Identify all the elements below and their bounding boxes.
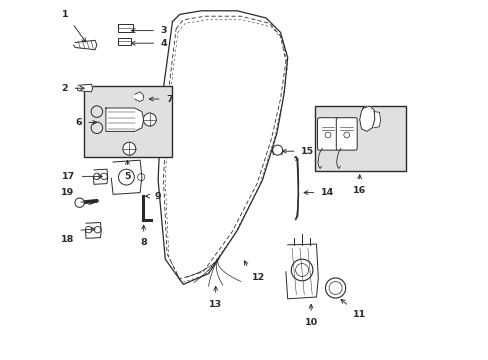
Text: 12: 12 bbox=[252, 273, 265, 282]
Text: 4: 4 bbox=[160, 39, 167, 48]
Text: 13: 13 bbox=[209, 300, 222, 309]
Polygon shape bbox=[106, 108, 143, 131]
Text: 6: 6 bbox=[75, 118, 81, 127]
Text: 16: 16 bbox=[352, 186, 366, 195]
Polygon shape bbox=[285, 244, 318, 299]
Polygon shape bbox=[77, 84, 92, 92]
Text: 3: 3 bbox=[160, 26, 167, 35]
Text: 10: 10 bbox=[304, 318, 317, 327]
Text: 8: 8 bbox=[140, 238, 147, 247]
Text: 5: 5 bbox=[124, 172, 130, 181]
Text: 7: 7 bbox=[166, 94, 172, 104]
Circle shape bbox=[122, 142, 136, 155]
Bar bbox=[118, 24, 133, 32]
Text: 18: 18 bbox=[61, 235, 74, 244]
Circle shape bbox=[325, 278, 345, 298]
Polygon shape bbox=[93, 169, 107, 184]
Polygon shape bbox=[85, 222, 101, 238]
Polygon shape bbox=[111, 160, 142, 194]
Text: 11: 11 bbox=[352, 310, 366, 319]
Text: 1: 1 bbox=[61, 10, 68, 19]
Text: 2: 2 bbox=[61, 84, 68, 93]
FancyBboxPatch shape bbox=[317, 118, 338, 150]
Polygon shape bbox=[73, 40, 97, 50]
Bar bbox=[84, 86, 172, 157]
Text: 17: 17 bbox=[62, 172, 75, 181]
Text: 14: 14 bbox=[320, 188, 333, 197]
Text: 9: 9 bbox=[154, 192, 161, 201]
Polygon shape bbox=[134, 92, 143, 102]
Circle shape bbox=[143, 113, 156, 126]
Text: 19: 19 bbox=[61, 188, 74, 197]
Bar bbox=[118, 38, 131, 45]
Bar bbox=[314, 106, 406, 171]
FancyBboxPatch shape bbox=[336, 118, 356, 150]
Text: 15: 15 bbox=[301, 147, 313, 156]
Polygon shape bbox=[373, 112, 380, 128]
Polygon shape bbox=[359, 106, 374, 131]
Circle shape bbox=[75, 198, 84, 207]
